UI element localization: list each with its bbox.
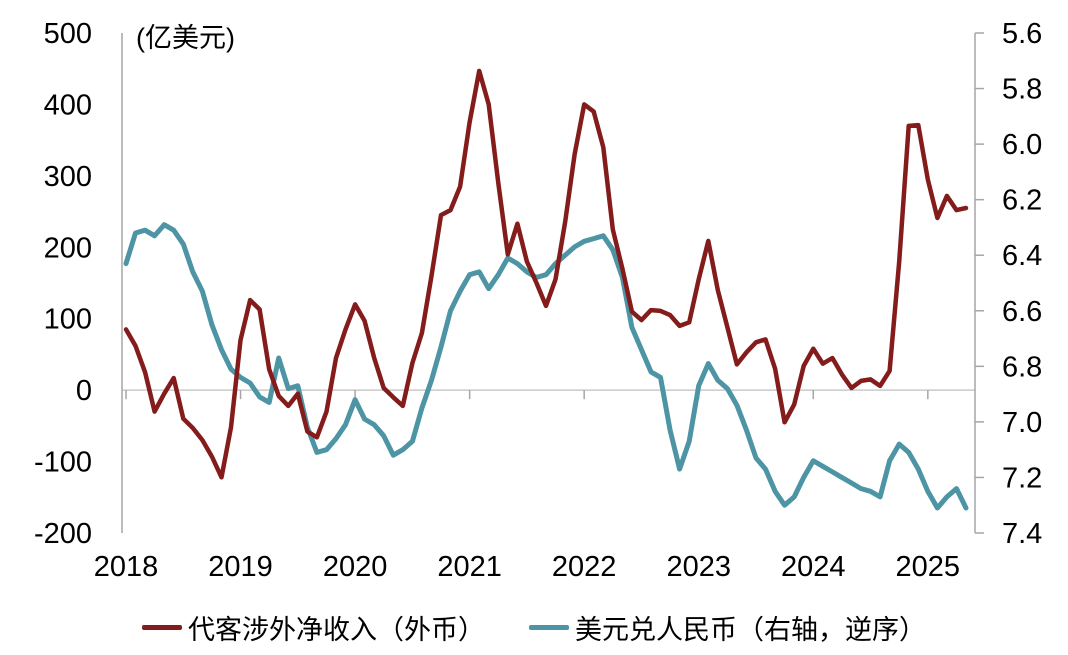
x-axis-label: 2019 [208,551,273,583]
left-axis-label: -100 [34,447,92,479]
x-axis-label: 2024 [781,551,846,583]
x-axis-label: 2022 [552,551,617,583]
right-axis-label: 5.8 [1002,74,1042,106]
left-axis-label: 200 [44,232,92,264]
x-axis-label: 2020 [323,551,388,583]
right-axis-label: 6.0 [1002,129,1042,161]
left-axis-label: 300 [44,161,92,193]
right-axis-label: 7.2 [1002,462,1042,494]
series-line-usdcny [123,222,969,511]
legend: 代客涉外净收入（外币） 美元兑人民币（右轴，逆序） [0,608,1068,647]
right-axis-label: 6.4 [1002,240,1042,272]
x-axis-label: 2023 [666,551,731,583]
legend-label: 代客涉外净收入（外币） [188,615,485,645]
x-axis-label: 2021 [437,551,502,583]
right-axis-label: 7.4 [1002,518,1042,550]
x-axis-label: 2025 [896,551,961,583]
left-axis-label: 400 [44,89,92,121]
legend-line-swatch-red [142,625,182,630]
right-axis-label: 6.2 [1002,185,1042,217]
right-axis-label: 5.6 [1002,18,1042,50]
left-axis-label: -200 [34,518,92,550]
left-axis-label: 100 [44,304,92,336]
series-line-net-receipts [123,68,969,480]
x-axis-label: 2018 [94,551,159,583]
legend-item-usdcny: 美元兑人民币（右轴，逆序） [529,608,926,647]
right-axis-label: 7.0 [1002,407,1042,439]
legend-line-swatch-teal [529,625,569,630]
right-axis-label: 6.8 [1002,351,1042,383]
left-axis-label: 500 [44,18,92,50]
legend-label: 美元兑人民币（右轴，逆序） [575,615,926,645]
axis-unit-label: (亿美元) [136,23,235,53]
legend-item-net-receipts: 代客涉外净收入（外币） [142,608,485,647]
left-axis-label: 0 [76,375,92,407]
right-axis-label: 6.6 [1002,296,1042,328]
